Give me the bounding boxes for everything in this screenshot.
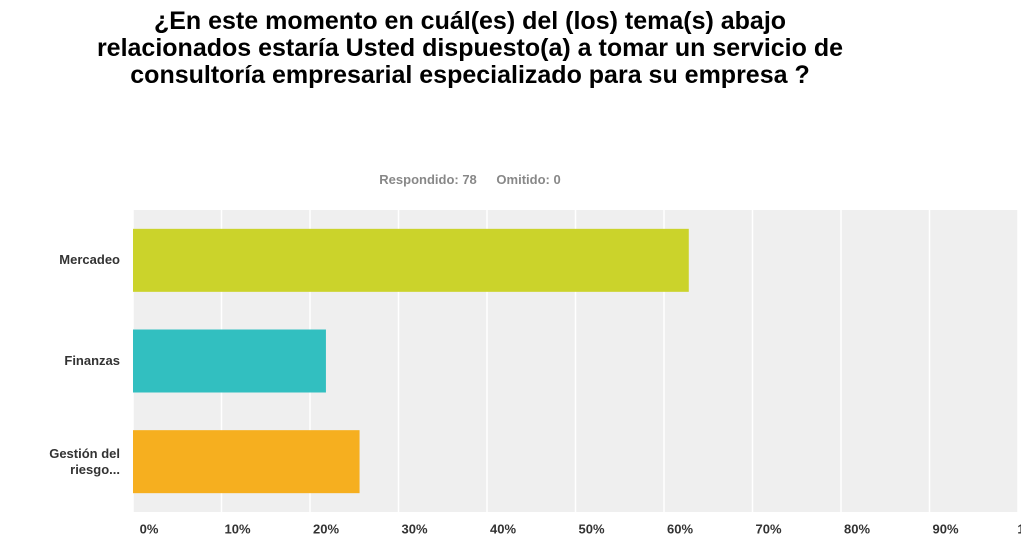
x-tick-label: 10%: [224, 521, 250, 536]
x-tick-label: 100%: [1017, 521, 1021, 536]
x-tick-label: 50%: [578, 521, 604, 536]
x-tick-label: 60%: [667, 521, 693, 536]
y-tick-label: Mercadeo: [59, 252, 120, 268]
bar: [133, 228, 689, 292]
skipped: Omitido: 0: [496, 172, 561, 187]
bar: [133, 430, 360, 494]
chart-title: ¿En este momento en cuál(es) del (los) t…: [96, 7, 844, 89]
x-tick-label: 40%: [490, 521, 516, 536]
x-tick-label: 20%: [313, 521, 339, 536]
subtitle: Respondido: 78 Omitido: 0: [0, 172, 940, 187]
x-tick-label: 30%: [401, 521, 427, 536]
y-tick-label: Finanzas: [64, 353, 120, 368]
bar: [133, 329, 326, 393]
x-tick-label: 90%: [932, 521, 958, 536]
x-tick-label: 80%: [844, 521, 870, 536]
answered: Respondido: 78: [379, 172, 477, 187]
y-tick-label: Gestión del riesgo...: [49, 445, 120, 477]
x-tick-label: 0%: [140, 521, 159, 536]
x-tick-label: 70%: [755, 521, 781, 536]
